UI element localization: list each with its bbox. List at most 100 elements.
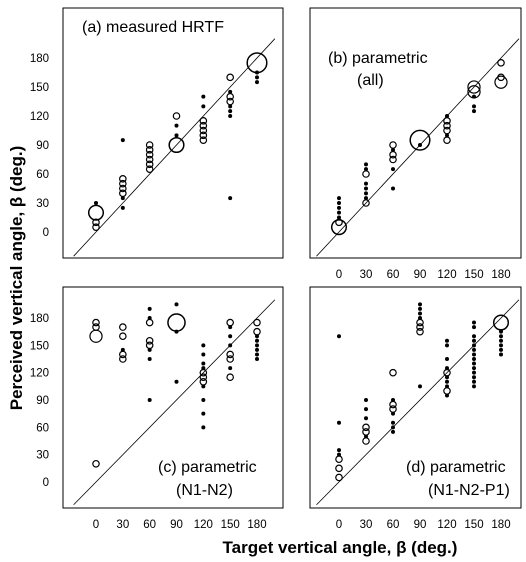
- data-point: [167, 313, 186, 332]
- data-point: [201, 361, 206, 366]
- panel-c-title-line2: (N1-N2): [176, 482, 233, 499]
- data-point: [391, 425, 395, 430]
- data-point: [443, 121, 451, 130]
- data-point: [335, 455, 343, 464]
- data-point: [120, 196, 125, 201]
- data-point: [472, 375, 476, 380]
- data-point: [255, 352, 259, 357]
- data-point: [364, 416, 368, 421]
- plot-frame: [309, 7, 522, 259]
- x-tick-label: 120: [194, 519, 213, 531]
- data-point: [472, 334, 476, 339]
- data-point: [255, 334, 259, 339]
- data-point: [201, 398, 206, 402]
- identity-line: [73, 299, 276, 506]
- data-point: [228, 89, 233, 94]
- data-point: [472, 384, 476, 389]
- y-tick-label: 30: [36, 450, 49, 462]
- data-point: [472, 343, 476, 348]
- data-point: [391, 420, 395, 425]
- y-tick-label: 120: [30, 111, 49, 123]
- panel-b-title-line1: (b) parametric: [328, 50, 428, 67]
- data-point: [472, 352, 476, 357]
- y-tick-label: 30: [36, 198, 49, 210]
- data-point: [445, 343, 449, 348]
- data-point: [145, 141, 154, 149]
- data-point: [199, 131, 208, 140]
- data-point: [228, 114, 233, 118]
- x-tick-label: 60: [143, 519, 156, 531]
- data-point: [201, 352, 206, 357]
- y-tick-label: 150: [30, 82, 49, 94]
- y-tick-label: 60: [36, 422, 49, 434]
- data-point: [147, 357, 152, 361]
- data-point: [201, 343, 206, 348]
- data-point: [172, 112, 181, 120]
- identity-line: [316, 299, 520, 506]
- panel-d-title-line1: (d) parametric: [406, 459, 506, 476]
- data-point: [364, 167, 368, 172]
- panel-c: (c) parametric (N1-N2): [158, 459, 257, 499]
- y-tick-label: 120: [30, 368, 49, 380]
- x-tick-label: 180: [247, 519, 266, 531]
- data-point: [89, 329, 103, 343]
- data-point: [499, 347, 503, 352]
- x-tick-label: 90: [414, 519, 427, 531]
- data-point: [472, 361, 476, 366]
- data-point: [364, 191, 368, 196]
- data-point: [226, 97, 234, 106]
- x-tick-label: 150: [464, 519, 483, 531]
- data-point: [119, 323, 127, 331]
- data-point: [174, 123, 179, 128]
- x-tick-label: 0: [336, 269, 342, 281]
- data-point: [472, 347, 476, 352]
- data-point: [119, 332, 127, 341]
- data-point: [391, 411, 395, 416]
- data-point: [255, 70, 259, 75]
- data-point: [226, 355, 234, 363]
- y-tick-label: 0: [43, 477, 49, 489]
- data-point: [228, 196, 233, 201]
- data-point: [145, 160, 154, 169]
- x-tick-label: 0: [93, 519, 99, 531]
- x-axis-title: Target vertical angle, β (deg.): [223, 538, 458, 557]
- data-point: [174, 133, 179, 138]
- data-point: [409, 129, 431, 151]
- panel-a: (a) measured HRTF: [82, 19, 224, 36]
- data-point: [255, 357, 259, 361]
- x-tick-label: 150: [221, 519, 240, 531]
- data-point: [145, 336, 154, 345]
- data-point: [120, 138, 125, 143]
- data-point: [337, 201, 341, 205]
- data-point: [472, 338, 476, 343]
- data-point: [94, 201, 98, 205]
- panel-d-title-line2: (N1-N2-P1): [428, 482, 510, 499]
- data-point: [416, 323, 424, 331]
- data-point: [362, 423, 370, 432]
- data-point: [337, 334, 341, 339]
- data-point: [337, 205, 341, 210]
- data-point: [255, 80, 259, 85]
- data-point: [145, 150, 154, 159]
- data-point: [416, 318, 424, 327]
- x-tick-label: 180: [491, 269, 510, 281]
- data-point: [119, 355, 127, 363]
- data-point: [418, 384, 422, 389]
- data-point: [445, 114, 449, 118]
- data-point: [174, 329, 179, 334]
- data-point: [201, 425, 206, 430]
- x-tick-label: 0: [336, 519, 342, 531]
- plot-frame: [62, 7, 284, 259]
- panel-d-plot: 0 30 60 90 120 150 180: [309, 286, 522, 531]
- data-point: [497, 73, 505, 82]
- data-point: [145, 146, 154, 154]
- data-point: [337, 215, 341, 220]
- data-point: [472, 109, 476, 114]
- data-point: [174, 379, 179, 384]
- data-point: [201, 411, 206, 416]
- data-point: [445, 375, 449, 380]
- data-point: [499, 329, 503, 334]
- data-point: [337, 420, 341, 425]
- data-point: [255, 343, 259, 348]
